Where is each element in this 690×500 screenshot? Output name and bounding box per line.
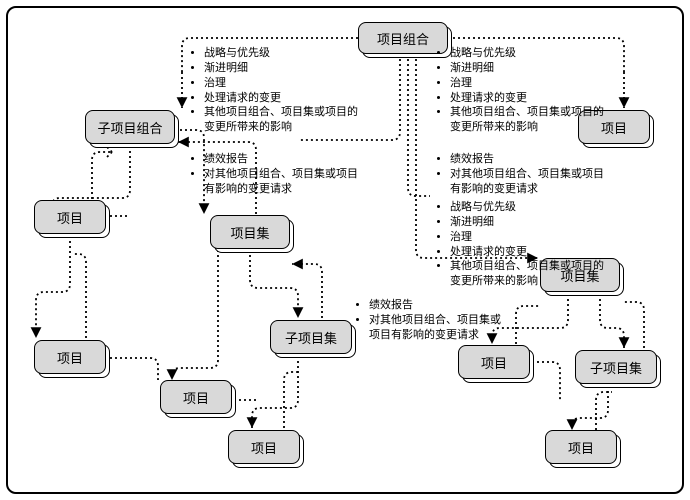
node-label: 子项目集 <box>575 350 657 384</box>
textblock-tb-low-mid: 绩效报告对其他项目组合、项目集或项目有影响的变更请求 <box>355 298 505 343</box>
textblock-tb-low-right: 战略与优先级渐进明细治理处理请求的变更其他项目组合、项目集或项目的变更所带来的影… <box>436 200 604 289</box>
node-sub-portfolio: 子项目组合 <box>85 110 175 144</box>
node-portfolio-top: 项目组合 <box>358 22 448 54</box>
node-label: 项目 <box>160 380 232 414</box>
text-item: 治理 <box>450 76 604 91</box>
node-sub-program-r: 子项目集 <box>575 350 657 384</box>
text-item: 渐进明细 <box>204 61 358 76</box>
textblock-tb-top-right: 战略与优先级渐进明细治理处理请求的变更其他项目组合、项目集或项目的变更所带来的影… <box>436 46 604 135</box>
text-item: 其他项目组合、项目集或项目的变更所带来的影响 <box>450 259 604 289</box>
text-item: 绩效报告 <box>450 152 604 167</box>
text-item: 对其他项目组合、项目集或项目有影响的变更请求 <box>450 167 604 197</box>
node-label: 项目 <box>545 430 617 464</box>
node-project-r3: 项目 <box>545 430 617 464</box>
node-label: 子项目集 <box>270 320 352 354</box>
text-item: 战略与优先级 <box>204 46 358 61</box>
text-item: 治理 <box>450 230 604 245</box>
text-item: 战略与优先级 <box>450 46 604 61</box>
textblock-tb-top-left: 战略与优先级渐进明细治理处理请求的变更其他项目组合、项目集或项目的变更所带来的影… <box>190 46 358 135</box>
text-item: 渐进明细 <box>450 215 604 230</box>
textblock-tb-mid-left: 绩效报告对其他项目组合、项目集或项目有影响的变更请求 <box>190 152 358 197</box>
node-label: 项目 <box>34 200 106 234</box>
node-project-r2: 项目 <box>458 345 530 379</box>
node-project-l1: 项目 <box>34 200 106 234</box>
text-item: 其他项目组合、项目集或项目的变更所带来的影响 <box>204 105 358 135</box>
node-project-m2: 项目 <box>228 430 300 464</box>
text-item: 绩效报告 <box>369 298 505 313</box>
node-program-l: 项目集 <box>210 215 290 249</box>
node-label: 项目 <box>34 340 106 374</box>
text-item: 处理请求的变更 <box>450 91 604 106</box>
text-item: 对其他项目组合、项目集或项目有影响的变更请求 <box>204 167 358 197</box>
text-item: 其他项目组合、项目集或项目的变更所带来的影响 <box>450 105 604 135</box>
text-item: 对其他项目组合、项目集或项目有影响的变更请求 <box>369 313 505 343</box>
text-item: 治理 <box>204 76 358 91</box>
node-label: 项目 <box>458 345 530 379</box>
node-label: 项目集 <box>210 215 290 249</box>
text-item: 处理请求的变更 <box>450 245 604 260</box>
text-item: 绩效报告 <box>204 152 358 167</box>
node-label: 子项目组合 <box>85 110 175 144</box>
node-project-m1: 项目 <box>160 380 232 414</box>
node-label: 项目 <box>228 430 300 464</box>
text-item: 战略与优先级 <box>450 200 604 215</box>
textblock-tb-mid-right: 绩效报告对其他项目组合、项目集或项目有影响的变更请求 <box>436 152 604 197</box>
text-item: 处理请求的变更 <box>204 91 358 106</box>
diagram-canvas: 项目组合子项目组合项目项目项目集项目集子项目集项目项目项目项目子项目集项目 战略… <box>0 0 690 500</box>
node-project-l2: 项目 <box>34 340 106 374</box>
text-item: 渐进明细 <box>450 61 604 76</box>
node-sub-program-l: 子项目集 <box>270 320 352 354</box>
node-label: 项目组合 <box>358 22 448 54</box>
